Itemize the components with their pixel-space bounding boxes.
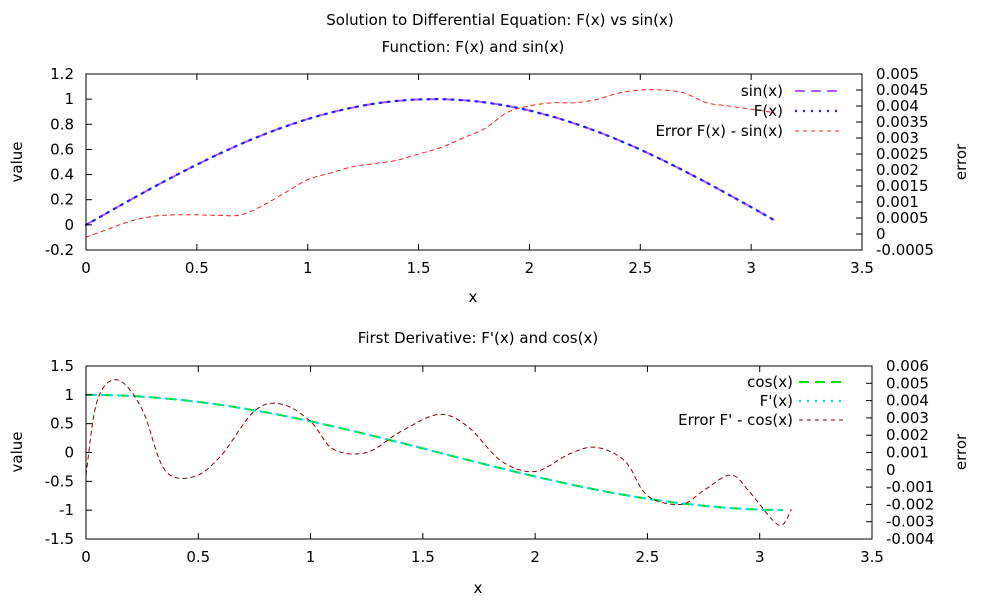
panel-function-legend-label: Error F(x) - sin(x) [655,122,783,140]
panel-derivative-xtick-label: 2.5 [635,548,659,566]
panel-function-ytick-label: 0 [64,216,74,234]
panel-derivative-frame [85,365,873,540]
panel-derivative-y2tick-label: -0.001 [886,478,934,496]
panel-function-y2tick-label: -0.0005 [876,241,934,259]
panel-derivative-y2tick-label: 0.001 [886,444,929,462]
panel-derivative-y2tick-label: 0.006 [886,357,929,375]
panel-function-xlabel: x [469,288,478,306]
panel-function-xtick-label: 1.5 [407,259,431,277]
panel-derivative-ytick-label: 0.5 [50,415,74,433]
panel-derivative: First Derivative: F'(x) and cos(x) 0 0.5 1… [8,329,970,597]
panel-derivative-y2tick-label: -0.002 [886,495,934,513]
panel-derivative-xtick-label: 3.5 [860,548,884,566]
panel-function-ytick-label: 0.6 [50,140,74,158]
panel-function-y2tick-label: 0.004 [876,97,919,115]
panel-derivative-series-1 [84,393,784,512]
panel-function-y2tick-label: 0.0045 [876,81,929,99]
figure-title: Solution to Differential Equation: F(x) … [326,11,674,29]
panel-derivative-legend-label: F'(x) [760,392,793,410]
panel-function-y2tick-label: 0 [876,225,886,243]
panel-derivative-xlabel: x [474,579,483,597]
panel-derivative-ytick-label: -1 [59,501,74,519]
panel-derivative-y2tick-label: 0.005 [886,374,929,392]
panel-derivative-series-2 [85,379,792,526]
panel-function-ylabel: value [8,142,26,183]
panel-derivative-legend-label: cos(x) [747,373,793,391]
panel-function-ytick-label: 0.2 [50,191,74,209]
panel-function-y2tick-label: 0.005 [876,65,919,83]
panel-function-legend-label: sin(x) [741,82,783,100]
panel-function-xtick-label: 2.5 [628,259,652,277]
panel-function-y2tick-label: 0.0035 [876,113,929,131]
panel-function-legend-label: F(x) [754,102,783,120]
panel-function-title: Function: F(x) and sin(x) [382,38,565,56]
panel-derivative-ytick-label: 0 [64,444,74,462]
panel-derivative-y2tick-label: -0.004 [886,530,934,548]
panel-function-xtick-label: 3.5 [850,259,874,277]
panel-derivative-ylabel: value [8,432,26,473]
panel-function-y2label: error [952,143,970,180]
panel-derivative-y2tick-label: 0.004 [886,392,929,410]
panel-function-series-0 [85,98,775,226]
panel-derivative-xtick-label: 2 [530,548,540,566]
panel-function-ytick-label: 0.4 [50,166,74,184]
panel-derivative-xtick-label: 1 [306,548,316,566]
panel-derivative-xtick-label: 1.5 [411,548,435,566]
panel-derivative-y2label: error [952,433,970,470]
panel-function-y2tick-label: 0.003 [876,129,919,147]
panel-derivative-y2tick-label: 0 [886,461,896,479]
panel-function-ytick-label: 1.2 [50,65,74,83]
panel-function-xtick-label: 1 [303,259,313,277]
panel-function-ytick-label: 0.8 [50,115,74,133]
panel-function-series-2 [85,89,774,238]
panel-function: Function: F(x) and sin(x) 0 0.5 1 1.5 2 2.5 3 3… [8,38,970,306]
panel-function-xtick-label: 0 [81,259,91,277]
panel-function-ytick-label: -0.2 [45,241,74,259]
panel-derivative-y2tick-label: -0.003 [886,513,934,531]
panel-derivative-ytick-label: 1.5 [50,357,74,375]
panel-derivative-ytick-label: -1.5 [45,530,74,548]
panel-derivative-ytick-label: 1 [64,386,74,404]
panel-derivative-xtick-label: 0.5 [186,548,210,566]
panel-derivative-xtick-label: 0 [81,548,91,566]
panel-derivative-y2tick-label: 0.003 [886,409,929,427]
panel-function-ytick-label: 1 [64,90,74,108]
panel-function-y2tick-label: 0.002 [876,161,919,179]
panel-function-y2tick-label: 0.001 [876,193,919,211]
panel-derivative-title: First Derivative: F'(x) and cos(x) [358,329,598,347]
panel-derivative-xtick-label: 3 [755,548,765,566]
panel-function-xtick-label: 2 [525,259,535,277]
panel-function-frame [85,73,863,251]
panel-derivative-y2tick-label: 0.002 [886,426,929,444]
panel-function-xtick-label: 0.5 [185,259,209,277]
panel-function-y2tick-label: 0.0015 [876,177,929,195]
panel-derivative-ytick-label: -0.5 [45,472,74,490]
panel-function-y2tick-label: 0.0025 [876,145,929,163]
panel-function-y2tick-label: 0.0005 [876,209,929,227]
panel-function-series-1 [84,97,775,226]
panel-function-xtick-label: 3 [746,259,756,277]
panel-derivative-legend-label: Error F' - cos(x) [678,411,793,429]
